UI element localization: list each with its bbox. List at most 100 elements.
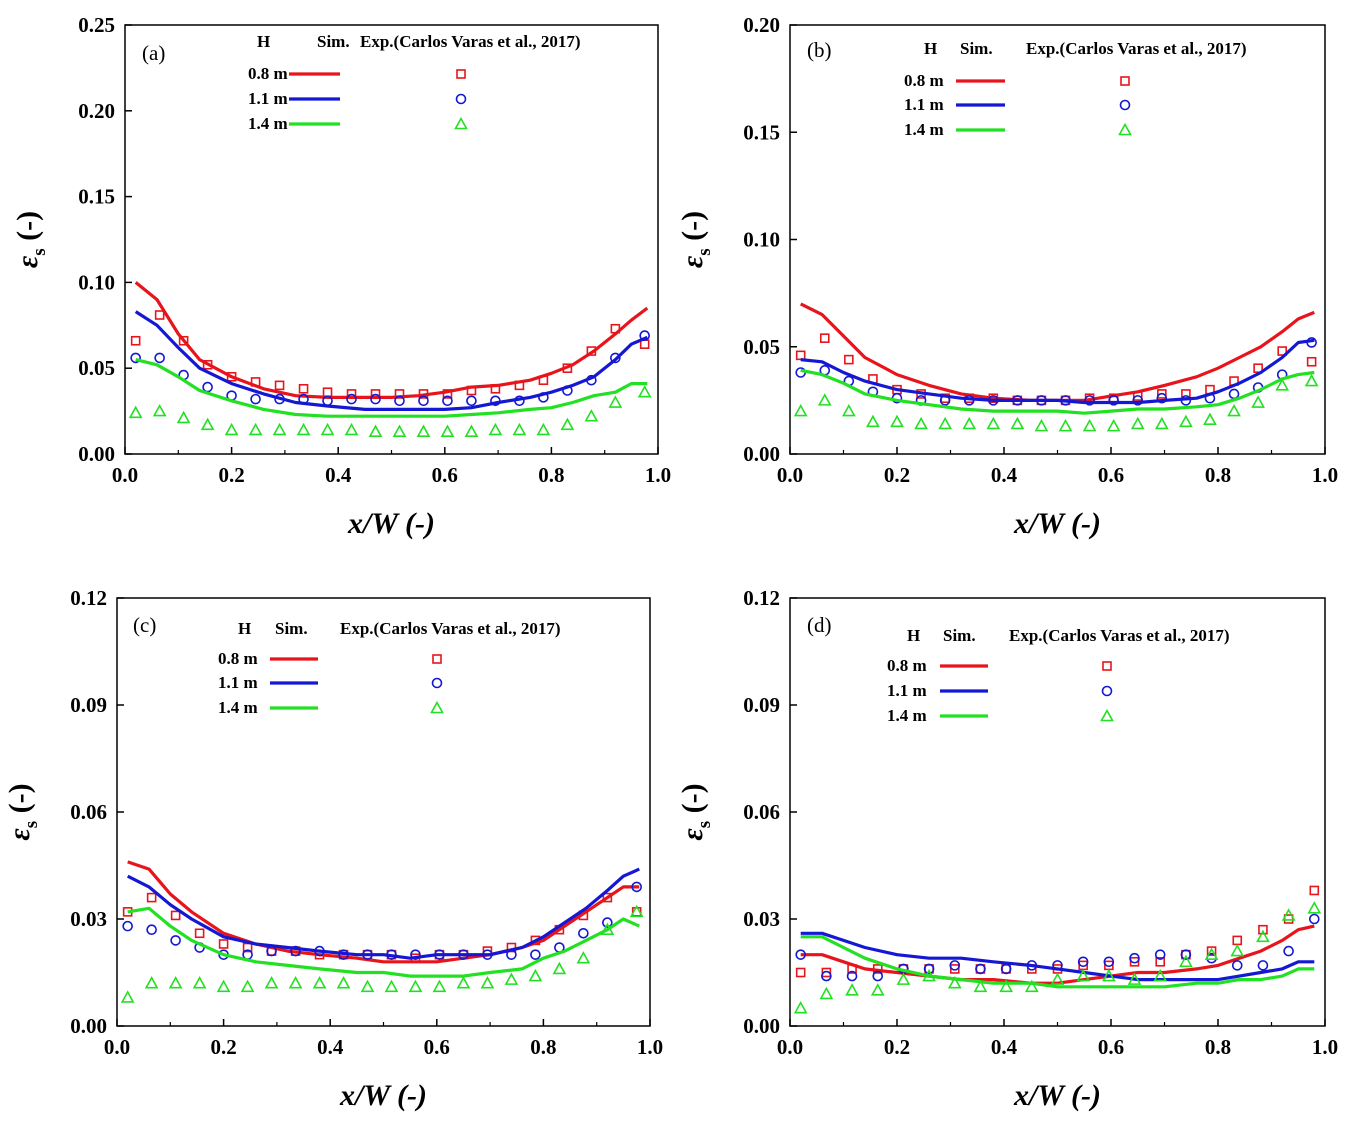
experiment-point <box>600 922 615 936</box>
experiment-point <box>1050 972 1065 985</box>
experiment-point <box>1154 416 1169 430</box>
experiment-point <box>1309 885 1320 896</box>
experiment-point <box>1082 418 1097 432</box>
series-1-4-m <box>128 358 652 437</box>
experiment-point <box>418 389 429 399</box>
simulation-line <box>134 281 649 399</box>
experiment-point <box>1231 960 1243 971</box>
legend: H Sim. Exp.(Carlos Varas et al., 2017) 0.8 … <box>887 626 1230 725</box>
experiment-point <box>296 422 311 436</box>
legend-header-sim: Sim. <box>317 32 350 51</box>
x-axis-label: x/W (-) <box>1013 1079 1101 1112</box>
legend-marker-swatch <box>1102 661 1112 671</box>
experiment-point <box>602 892 613 903</box>
y-axis-unit: (-) <box>676 211 709 248</box>
experiment-point <box>1204 947 1219 960</box>
experiment-point <box>1034 418 1049 432</box>
experiment-point <box>560 417 575 431</box>
experiment-point <box>408 979 423 993</box>
experiment-point <box>1275 378 1290 391</box>
simulation-line <box>800 368 1315 415</box>
legend-row-label: 0.8 m <box>218 649 258 668</box>
experiment-point <box>224 422 239 436</box>
experiment-point <box>312 976 327 989</box>
experiment-point <box>1251 395 1265 408</box>
legend: H Sim. Exp.(Carlos Varas et al., 2017) 0.8 … <box>218 619 561 717</box>
simulation-line <box>800 924 1315 985</box>
experiment-point <box>1180 395 1192 406</box>
experiment-point <box>578 927 589 939</box>
experiment-point <box>274 393 285 405</box>
experiment-point <box>1281 908 1296 921</box>
x-axis-label-text: x/W (-) <box>347 507 435 540</box>
legend-marker-swatch <box>1120 76 1130 86</box>
simulation-line <box>126 867 640 960</box>
x-tick-label: 0.2 <box>210 1035 236 1059</box>
experiment-point <box>817 393 832 406</box>
legend-marker-swatch <box>455 93 467 105</box>
experiment-point <box>368 424 383 437</box>
experiment-point <box>1127 972 1142 985</box>
experiment-point <box>464 424 479 437</box>
experiment-point <box>250 393 261 405</box>
experiment-point <box>639 330 650 341</box>
x-tick-label: 0.2 <box>218 463 244 487</box>
y-tick-label: 0.10 <box>743 228 780 252</box>
experiment-point <box>410 949 421 960</box>
y-axis-label: εs (-) <box>11 211 50 268</box>
experiment-point <box>130 335 141 346</box>
experiment-point <box>434 949 445 960</box>
experiment-point <box>248 422 263 436</box>
experiment-point <box>962 416 977 430</box>
experiment-point <box>122 920 133 932</box>
experiment-point <box>1204 392 1216 404</box>
y-axis-subscript: s <box>694 248 715 255</box>
panel-label: (a) <box>142 41 165 65</box>
experiment-point <box>506 949 517 960</box>
experiment-point <box>154 352 165 364</box>
legend-header-sim: Sim. <box>960 39 993 58</box>
y-tick-label: 0.09 <box>70 693 107 717</box>
experiment-point <box>847 964 857 974</box>
x-tick-label: 0.8 <box>530 1035 556 1059</box>
experiment-point <box>538 392 549 403</box>
x-tick-label: 0.4 <box>325 463 352 487</box>
experiment-point <box>1306 337 1317 348</box>
legend-header-exp: Exp.(Carlos Varas et al., 2017) <box>340 619 561 638</box>
y-tick-label: 0.05 <box>78 356 115 380</box>
experiment-point <box>975 963 986 975</box>
x-tick-label: 0.0 <box>777 463 803 487</box>
x-axis-label: x/W (-) <box>339 1079 427 1112</box>
experiment-point <box>392 424 407 437</box>
experiment-point <box>154 310 165 320</box>
experiment-point <box>552 961 567 975</box>
experiment-point <box>914 416 928 430</box>
experiment-point <box>170 935 181 946</box>
experiment-point <box>1060 395 1071 406</box>
experiment-point <box>819 333 830 343</box>
legend-marker-swatch <box>1101 685 1113 697</box>
experiment-point <box>1256 929 1270 943</box>
experiment-point <box>562 385 573 396</box>
experiment-point <box>370 389 381 399</box>
y-axis-subscript: s <box>21 821 42 828</box>
series-0-8-m <box>130 281 650 399</box>
x-axis-label: x/W (-) <box>347 507 435 540</box>
experiment-point <box>530 949 541 960</box>
experiment-point <box>870 983 885 996</box>
y-axis-label: εs (-) <box>676 783 715 840</box>
series-1-1-m <box>795 337 1317 406</box>
y-tick-label: 0.09 <box>743 693 780 717</box>
experiment-point <box>146 892 157 903</box>
legend-header-h: H <box>907 626 920 645</box>
legend-header-sim: Sim. <box>275 619 308 638</box>
experiment-point <box>586 346 597 356</box>
experiment-point <box>872 964 883 974</box>
y-tick-label: 0.20 <box>743 13 780 37</box>
y-tick-label: 0.03 <box>70 907 107 931</box>
experiment-point <box>1283 914 1294 924</box>
experiment-point <box>386 949 397 960</box>
experiment-point <box>514 395 525 407</box>
experiment-point <box>336 976 351 989</box>
